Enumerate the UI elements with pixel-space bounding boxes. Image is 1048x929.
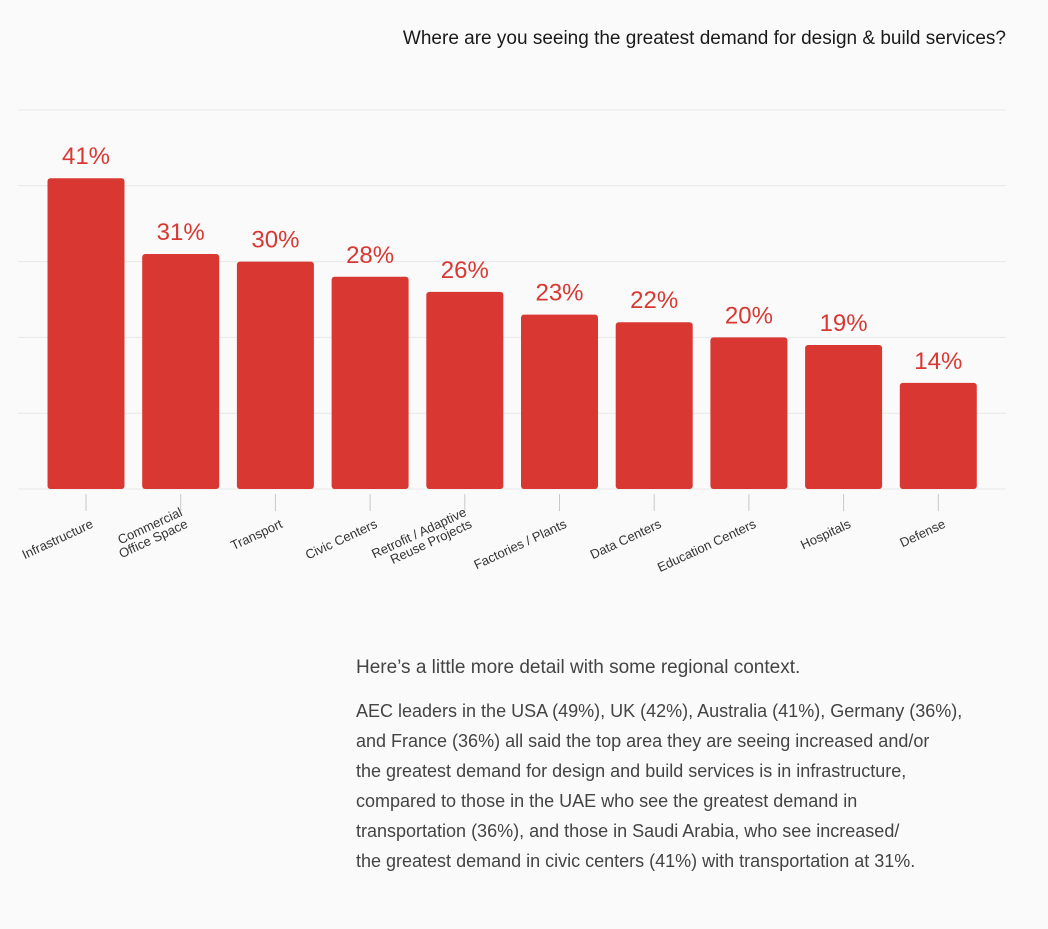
value-label: 31% bbox=[157, 219, 205, 246]
category-label: Education Centers bbox=[655, 516, 759, 575]
bar bbox=[710, 337, 788, 489]
category-label: Data Centers bbox=[588, 516, 664, 562]
value-label: 26% bbox=[441, 257, 489, 284]
category-label-line: Factories / Plants bbox=[471, 516, 569, 572]
value-label: 30% bbox=[251, 227, 299, 254]
detail-line: compared to those in the UAE who see the… bbox=[356, 791, 858, 811]
detail-line: AEC leaders in the USA (49%), UK (42%), … bbox=[356, 701, 963, 721]
intro-text: Here’s a little more detail with some re… bbox=[356, 657, 801, 678]
bar bbox=[615, 322, 693, 489]
category-label: Factories / Plants bbox=[471, 516, 569, 572]
bars bbox=[47, 178, 977, 489]
detail-line: the greatest demand for design and build… bbox=[356, 761, 907, 781]
bar bbox=[805, 344, 883, 489]
bar bbox=[47, 178, 125, 489]
detail-line: the greatest demand in civic centers (41… bbox=[356, 851, 916, 871]
category-label-line: Education Centers bbox=[655, 516, 759, 575]
value-label: 41% bbox=[62, 143, 110, 170]
category-label: Infrastructure bbox=[20, 516, 96, 562]
value-label: 19% bbox=[820, 310, 868, 337]
category-label: Transport bbox=[228, 516, 285, 553]
bar bbox=[236, 261, 314, 489]
value-label: 14% bbox=[914, 348, 962, 375]
bar bbox=[426, 291, 504, 489]
bar bbox=[899, 382, 977, 489]
detail-line: transportation (36%), and those in Saudi… bbox=[356, 821, 900, 841]
category-label: Civic Centers bbox=[303, 516, 380, 562]
bar-chart: 41% 31% 30% 28% 26% 23% 22% 20% 19% 14% Infrastru… bbox=[18, 109, 1006, 575]
value-label: 28% bbox=[346, 242, 394, 269]
chart-title: Where are you seeing the greatest demand… bbox=[402, 28, 1006, 49]
value-labels: 41% 31% 30% 28% 26% 23% 22% 20% 19% 14% bbox=[62, 143, 962, 375]
commentary: Here’s a little more detail with some re… bbox=[356, 654, 963, 876]
value-label: 23% bbox=[535, 280, 583, 307]
bar bbox=[142, 254, 220, 489]
category-label-line: Defense bbox=[897, 516, 947, 550]
category-label-line: Civic Centers bbox=[303, 516, 380, 562]
category-ticks bbox=[85, 494, 939, 511]
category-label: Defense bbox=[897, 516, 947, 550]
category-label-line: Transport bbox=[228, 516, 285, 553]
detail-paragraph: AEC leaders in the USA (49%), UK (42%), … bbox=[356, 696, 963, 876]
category-label-line: Hospitals bbox=[798, 516, 853, 552]
value-label: 22% bbox=[630, 287, 678, 314]
category-label: Hospitals bbox=[798, 516, 853, 552]
category-label-line: Infrastructure bbox=[20, 516, 96, 562]
detail-line: and France (36%) all said the top area t… bbox=[356, 731, 930, 751]
bar bbox=[521, 314, 598, 489]
value-label: 20% bbox=[725, 302, 773, 329]
bar bbox=[331, 276, 409, 489]
category-label-line: Data Centers bbox=[588, 516, 664, 562]
